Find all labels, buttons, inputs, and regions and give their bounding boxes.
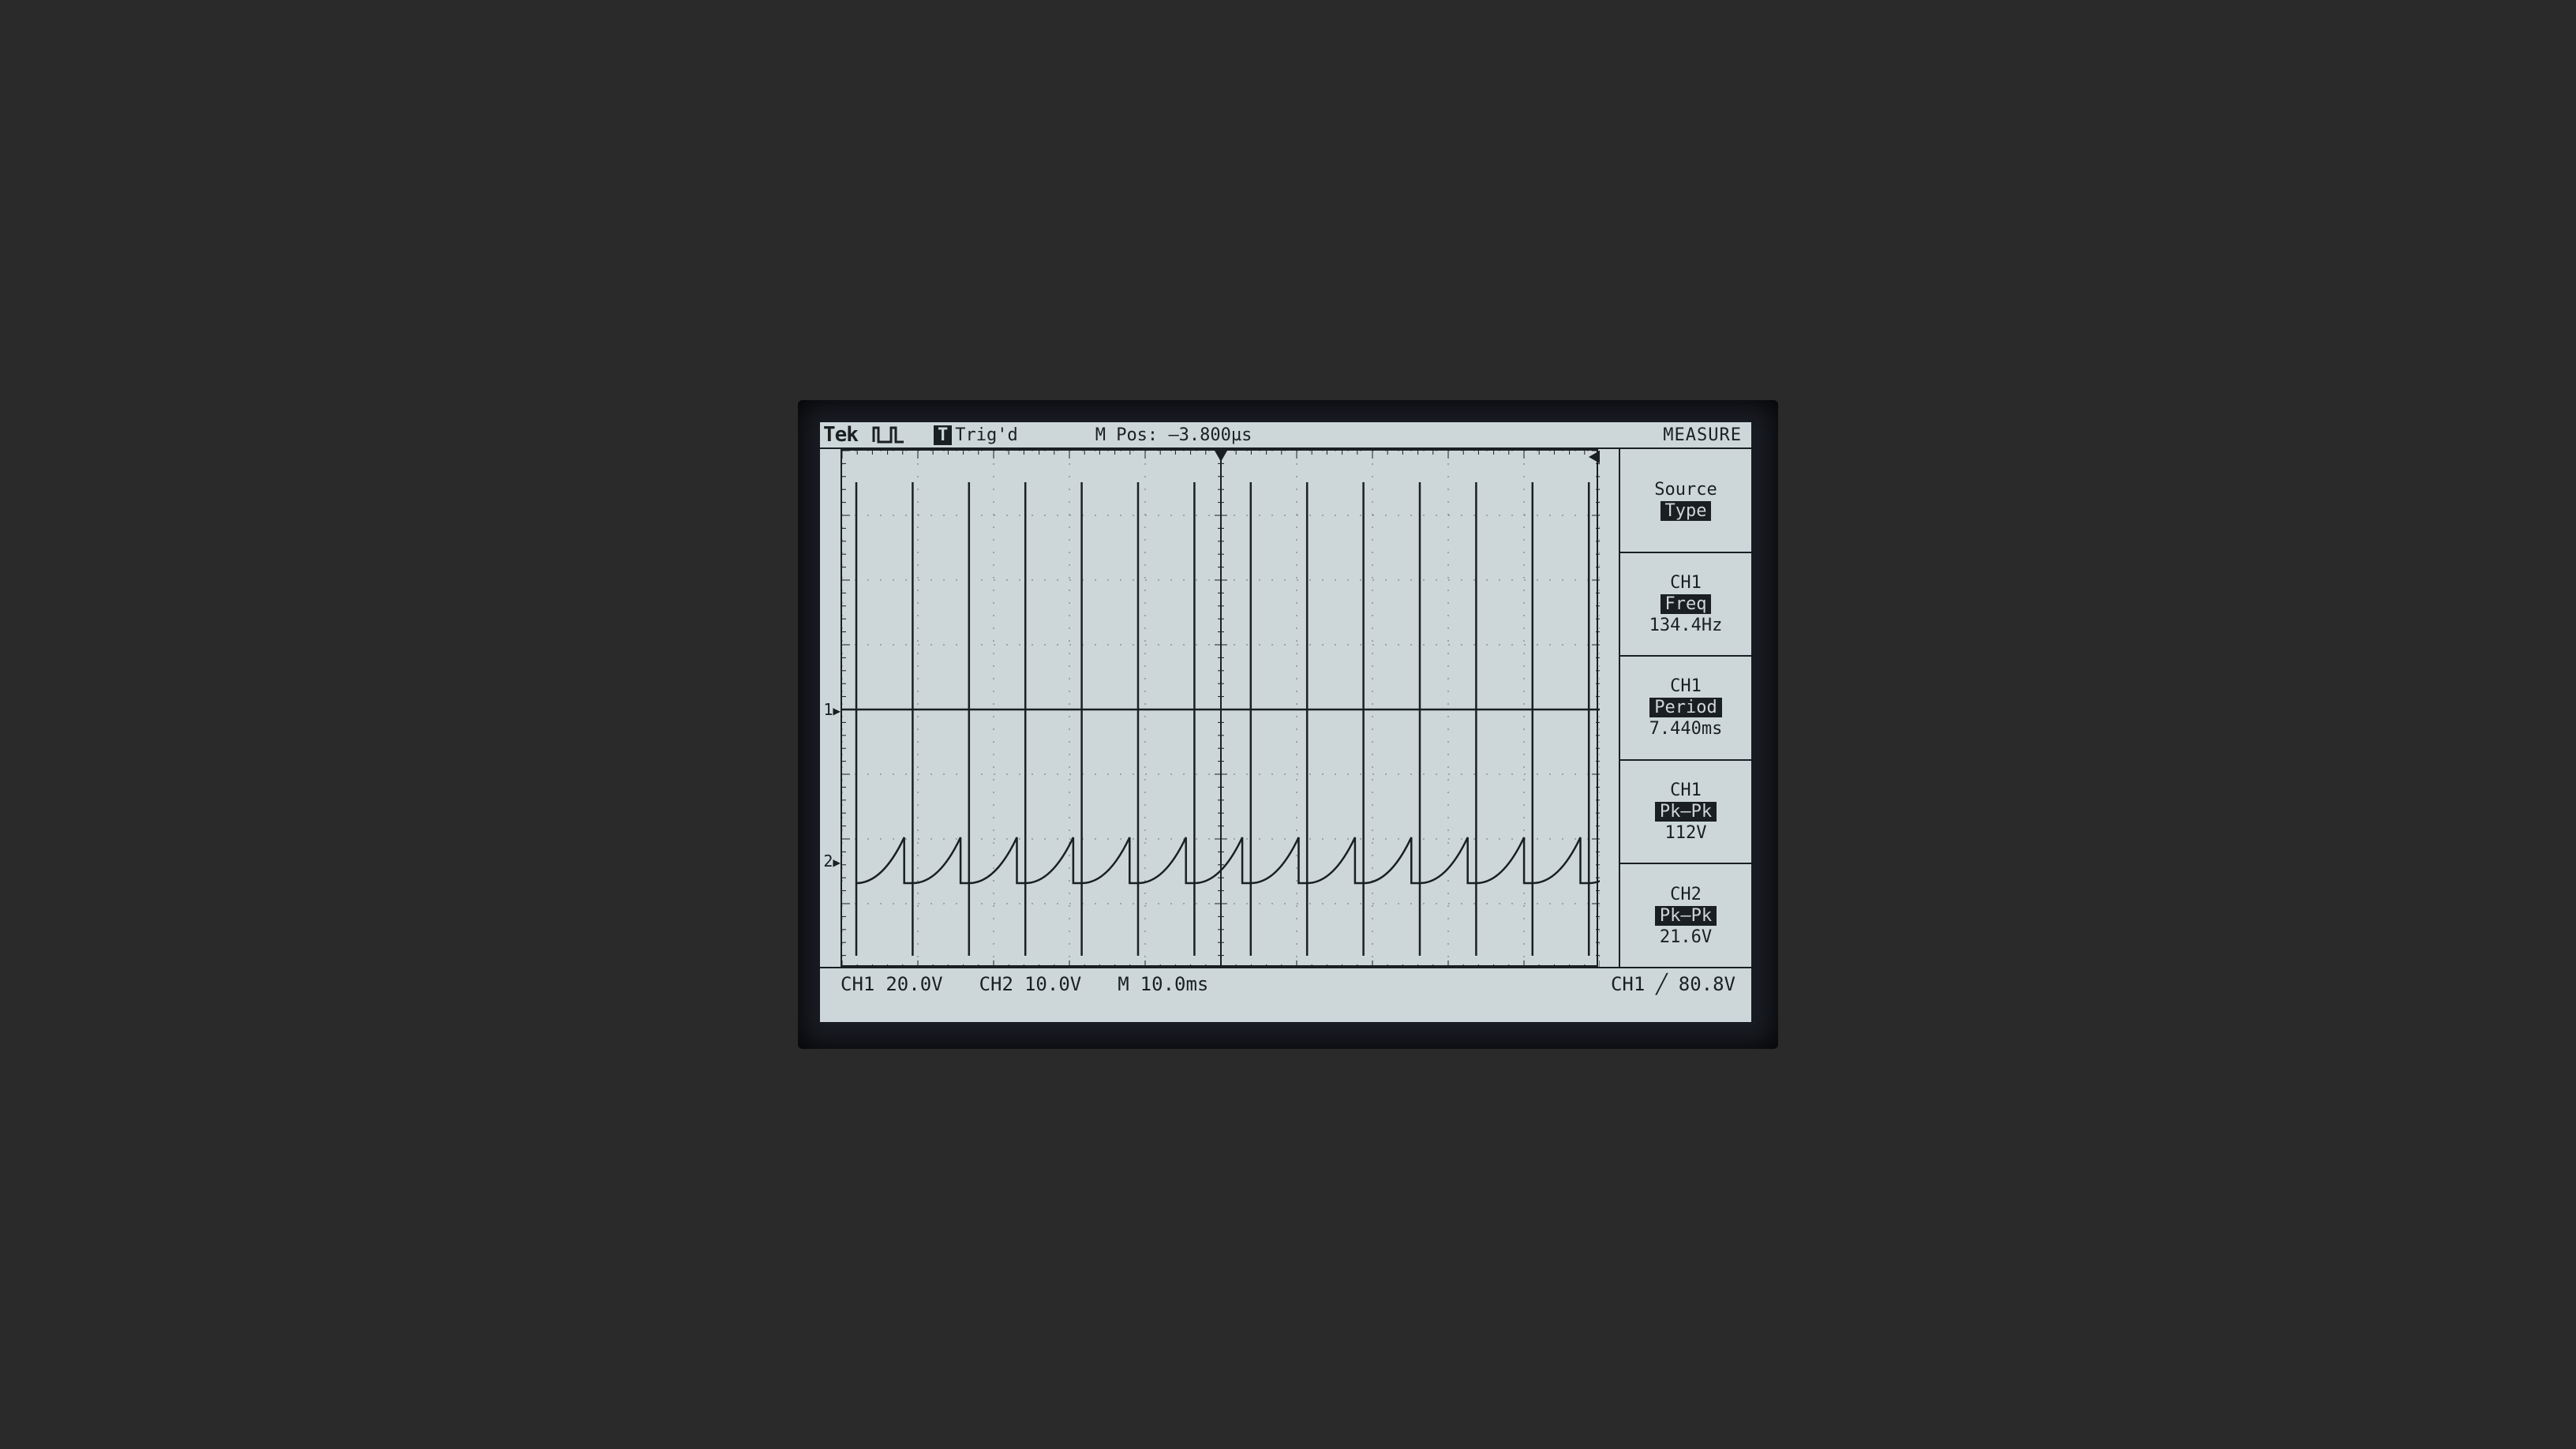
horizontal-position: M Pos: –3.800µs <box>1095 425 1252 445</box>
menu-measure-2[interactable]: CH1 Period 7.440ms <box>1620 657 1751 761</box>
menu-source-type[interactable]: Source Type <box>1620 449 1751 553</box>
ch2-ground-marker: 2▶ <box>823 852 842 871</box>
measure-metric: Pk–Pk <box>1655 802 1717 822</box>
channel-label: CH2 <box>979 973 1013 995</box>
measure-channel: CH1 <box>1670 676 1702 696</box>
menu-measure-4[interactable]: CH2 Pk–Pk 21.6V <box>1620 864 1751 967</box>
menu-title: MEASURE <box>1663 425 1742 445</box>
measure-channel: CH1 <box>1670 781 1702 800</box>
ch1-ground-marker: 1▶ <box>823 700 842 719</box>
measure-metric: Period <box>1649 698 1721 717</box>
measure-side-menu: Source Type CH1 Freq 134.4Hz CH1 Period … <box>1619 449 1751 967</box>
menu-measure-1[interactable]: CH1 Freq 134.4Hz <box>1620 553 1751 657</box>
trigger-source: CH1 <box>1611 973 1645 995</box>
trigger-indicator-icon: T <box>934 425 952 445</box>
waveform-preview-icon <box>872 425 919 445</box>
timebase-label: M <box>1118 973 1129 995</box>
trigger-edge-icon: ╱ <box>1656 973 1667 995</box>
measure-channel: CH2 <box>1670 885 1702 904</box>
measure-value: 21.6V <box>1660 927 1712 947</box>
m-pos-label: M Pos: <box>1095 425 1158 445</box>
measure-channel: CH1 <box>1670 573 1702 593</box>
channel-label: CH1 <box>841 973 874 995</box>
ch2-vertical-readout: CH2 10.0V <box>979 973 1082 995</box>
measure-metric: Pk–Pk <box>1655 906 1717 926</box>
top-status-bar: Tek T Trig'd M Pos: –3.800µs MEASURE <box>820 422 1751 449</box>
waveform-plot: 1▶ 2▶ <box>841 449 1598 967</box>
volts-per-div: 10.0V <box>1024 973 1081 995</box>
timebase-readout: M 10.0ms <box>1118 973 1208 995</box>
measure-value: 134.4Hz <box>1649 616 1723 635</box>
waveform-canvas <box>842 451 1600 968</box>
measure-metric: Freq <box>1661 594 1712 614</box>
oscilloscope-screen: Tek T Trig'd M Pos: –3.800µs MEASURE 1▶ … <box>820 422 1751 1022</box>
ch1-vertical-readout: CH1 20.0V <box>841 973 943 995</box>
trigger-status: T Trig'd <box>934 425 1018 445</box>
trigger-readout: CH1 ╱ 80.8V <box>1611 973 1735 995</box>
measure-value: 112V <box>1665 823 1707 843</box>
timebase-value: 10.0ms <box>1140 973 1209 995</box>
trigger-level: 80.8V <box>1679 973 1735 995</box>
trigger-state: Trig'd <box>955 425 1017 445</box>
menu-label: Source <box>1654 480 1717 500</box>
menu-measure-3[interactable]: CH1 Pk–Pk 112V <box>1620 761 1751 865</box>
menu-value: Type <box>1661 501 1712 521</box>
measure-value: 7.440ms <box>1649 719 1723 739</box>
volts-per-div: 20.0V <box>886 973 942 995</box>
m-pos-value: –3.800µs <box>1168 425 1252 445</box>
brand-logo: Tek <box>823 423 858 447</box>
bottom-readout-bar: CH1 20.0V CH2 10.0V M 10.0ms CH1 ╱ 80.8V <box>820 967 1751 1022</box>
